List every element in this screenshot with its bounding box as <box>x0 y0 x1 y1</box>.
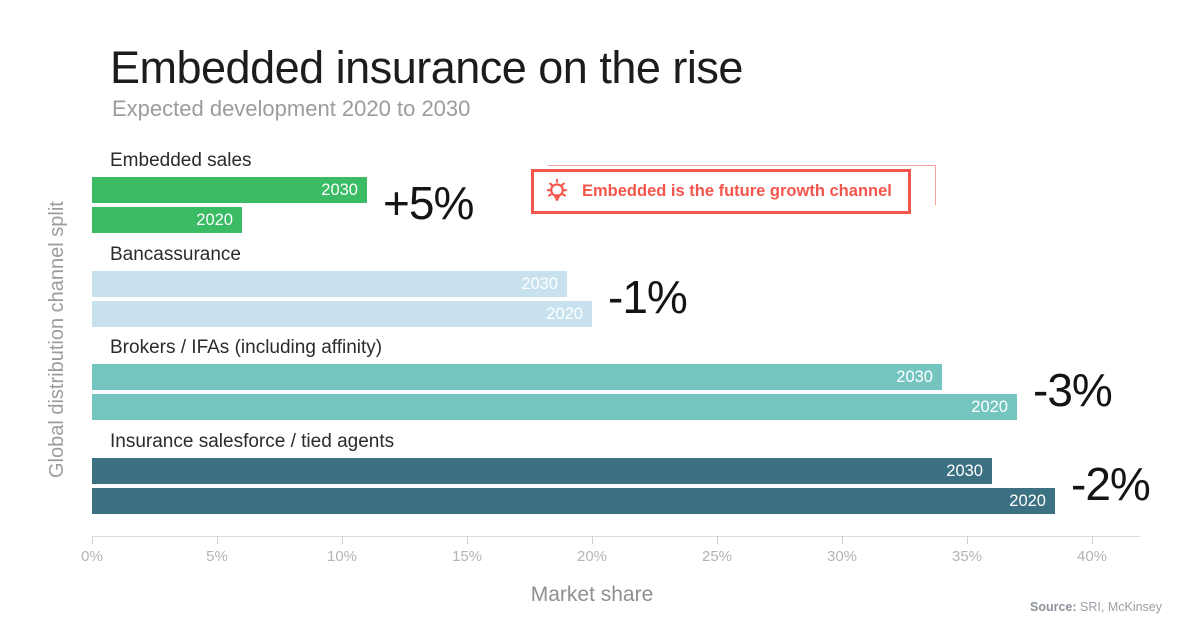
change-label: +5% <box>383 177 474 229</box>
x-axis-tick-label: 40% <box>1076 548 1108 565</box>
bar-year-label: 2030 <box>946 462 983 480</box>
y-axis-label: Global distribution channel split <box>46 201 68 479</box>
x-axis-tick-label: 30% <box>826 548 858 565</box>
x-axis-tick-label: 5% <box>206 548 228 565</box>
x-axis-tick-label: 0% <box>81 548 103 565</box>
bar-group: Brokers / IFAs (including affinity) 2030 2… <box>92 337 1140 429</box>
x-axis-tick <box>92 536 93 544</box>
bar-year-label: 2030 <box>321 181 358 199</box>
x-axis-tick <box>1092 536 1093 544</box>
x-axis-tick <box>842 536 843 544</box>
group-label: Embedded sales <box>110 150 252 171</box>
chart-subtitle: Expected development 2020 to 2030 <box>112 96 471 121</box>
x-axis-label: Market share <box>530 583 654 606</box>
x-axis-tick <box>342 536 343 544</box>
bar-year-label: 2020 <box>971 398 1008 416</box>
bar-year-label: 2020 <box>1009 492 1046 510</box>
source-label: Source: <box>1030 600 1077 614</box>
bar-2030: 2030 <box>92 458 992 484</box>
bar-group: Bancassurance 2030 2020 -1% <box>92 244 1140 336</box>
x-axis-tick <box>592 536 593 544</box>
bar-year-label: 2030 <box>896 368 933 386</box>
x-axis-tick-label: 20% <box>576 548 608 565</box>
x-axis-tick-label: 35% <box>951 548 983 565</box>
bar-year-label: 2030 <box>521 275 558 293</box>
callout-box: Embedded is the future growth channel <box>531 165 936 214</box>
x-axis-tick-label: 15% <box>451 548 483 565</box>
bar-group: Insurance salesforce / tied agents 2030 20… <box>92 431 1151 523</box>
bar-2020: 2020 <box>92 207 242 233</box>
bar-2020: 2020 <box>92 394 1017 420</box>
bar-2020: 2020 <box>92 301 592 327</box>
change-label: -3% <box>1033 364 1113 416</box>
x-axis-tick <box>467 536 468 544</box>
group-label: Brokers / IFAs (including affinity) <box>110 337 383 358</box>
group-label: Bancassurance <box>110 244 241 265</box>
bar-2030: 2030 <box>92 177 367 203</box>
callout-text: Embedded is the future growth channel <box>582 182 892 200</box>
bar-2020: 2020 <box>92 488 1055 514</box>
x-axis-tick <box>217 536 218 544</box>
source-note: Source: SRI, McKinsey <box>1030 600 1162 614</box>
bar-2030: 2030 <box>92 271 567 297</box>
bar-group: Embedded sales 2030 2020 +5% <box>92 150 1140 242</box>
bar-2030: 2030 <box>92 364 942 390</box>
chart-title: Embedded insurance on the rise <box>110 42 743 93</box>
bar-year-label: 2020 <box>546 305 583 323</box>
x-axis-tick-label: 25% <box>701 548 733 565</box>
bar-year-label: 2020 <box>196 211 233 229</box>
source-text: SRI, McKinsey <box>1080 600 1162 614</box>
x-axis-tick <box>717 536 718 544</box>
plot-area: Embedded sales 2030 2020 +5% Bancassurance 20… <box>81 140 1151 565</box>
change-label: -1% <box>608 271 688 323</box>
change-label: -2% <box>1071 458 1151 510</box>
lightbulb-icon <box>546 178 568 201</box>
group-label: Insurance salesforce / tied agents <box>110 431 395 452</box>
x-axis-tick <box>967 536 968 544</box>
x-axis-tick-label: 10% <box>326 548 358 565</box>
